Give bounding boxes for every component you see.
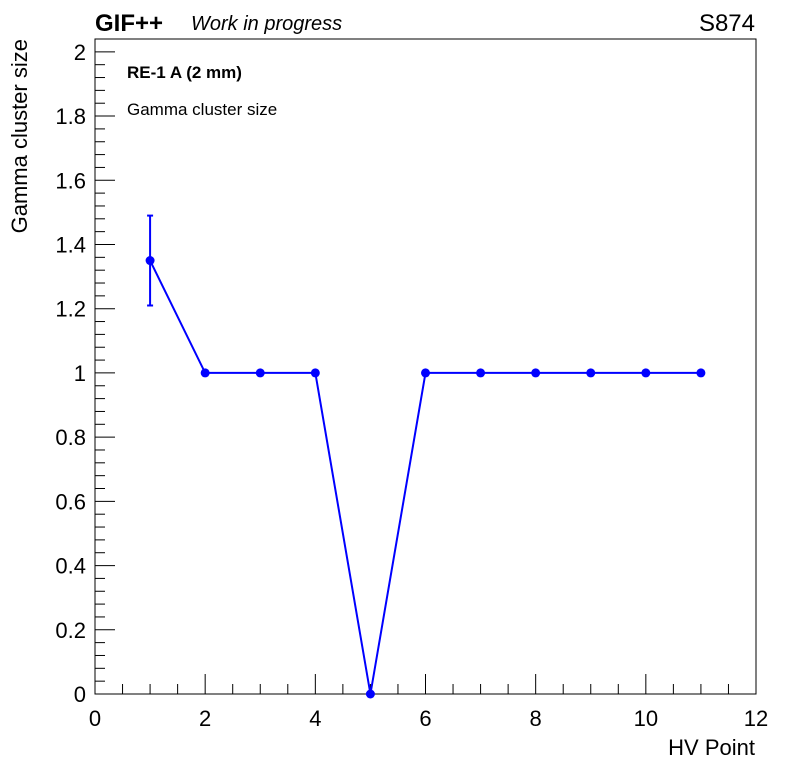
data-point (531, 368, 541, 378)
data-point (145, 256, 155, 266)
y-tick-label: 1.6 (55, 168, 86, 193)
data-point (476, 368, 486, 378)
y-axis-label: Gamma cluster size (7, 39, 32, 233)
y-tick-label: 0 (74, 682, 86, 707)
y-tick-label: 0.6 (55, 489, 86, 514)
x-tick-label: 4 (309, 706, 321, 731)
data-point (365, 689, 375, 699)
data-point (200, 368, 210, 378)
data-point (586, 368, 596, 378)
data-point (255, 368, 265, 378)
y-tick-label: 0.8 (55, 425, 86, 450)
x-tick-label: 2 (199, 706, 211, 731)
data-point (696, 368, 706, 378)
x-tick-label: 0 (89, 706, 101, 731)
data-series (145, 214, 706, 699)
data-point (641, 368, 651, 378)
x-axis-label: HV Point (668, 735, 755, 760)
y-tick-label: 1.8 (55, 104, 86, 129)
x-tick-label: 6 (419, 706, 431, 731)
y-tick-label: 0.2 (55, 618, 86, 643)
run-id: S874 (699, 10, 755, 37)
axis-ticks (94, 38, 757, 695)
x-tick-label: 8 (530, 706, 542, 731)
plot-frame (94, 38, 757, 695)
legend-quantity: Gamma cluster size (127, 100, 277, 119)
legend-detector: RE-1 A (2 mm) (127, 63, 242, 82)
y-tick-label: 1 (74, 361, 86, 386)
header-status: Work in progress (191, 13, 342, 35)
data-point (310, 368, 320, 378)
x-tick-label: 12 (744, 706, 768, 731)
series-line (149, 260, 701, 695)
x-tick-label: 10 (634, 706, 658, 731)
y-tick-label: 2 (74, 40, 86, 65)
data-point (421, 368, 430, 378)
y-tick-label: 0.4 (55, 554, 86, 579)
y-tick-label: 1.4 (55, 232, 86, 257)
header-brand: GIF++ (95, 10, 163, 37)
y-tick-label: 1.2 (55, 297, 86, 322)
tick-labels: 0 2 4 6 8 10 12 0 0.2 0.4 0.6 0.8 1 1.2 1.4 1.6 1.8 2 (55, 40, 768, 731)
